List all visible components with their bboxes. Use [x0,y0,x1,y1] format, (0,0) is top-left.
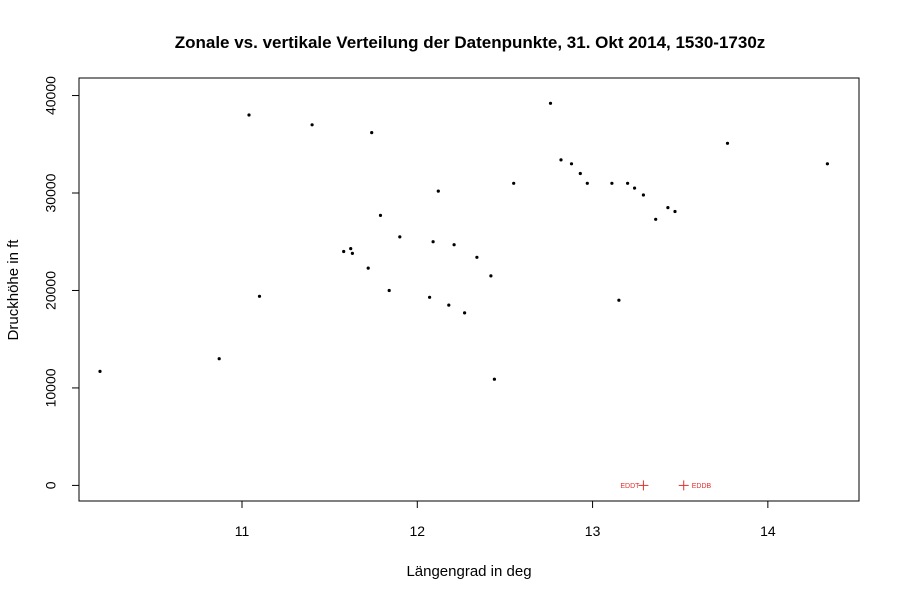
data-point [585,181,589,185]
data-point [559,158,563,162]
y-tick-label: 10000 [43,368,59,407]
y-tick-label: 40000 [43,76,59,115]
data-point [725,141,730,145]
data-point [641,193,646,197]
y-axis-label: Druckhöhe in ft [5,239,22,341]
x-axis: 11 12 13 14 [235,500,776,539]
data-point [431,240,435,244]
x-tick-label: 14 [760,523,776,539]
y-tick-label: 30000 [43,173,59,212]
chart-title: Zonale vs. vertikale Verteilung der Date… [175,33,766,52]
x-tick-label: 11 [235,523,250,539]
data-point [492,377,496,381]
y-tick-label: 20000 [43,271,59,310]
data-point [247,113,251,117]
data-point [217,357,221,361]
data-point [310,123,314,127]
data-point [447,303,451,307]
data-point [436,189,440,193]
x-axis-label: Längengrad in deg [406,563,531,580]
data-point [610,181,614,185]
data-point [654,217,658,221]
plot-frame [78,77,860,502]
data-point [428,295,432,299]
data-point [512,181,516,185]
airport-markers: EDDT EDDB [620,480,712,491]
airport-label: EDDT [620,483,640,490]
data-point [350,251,354,255]
data-point [666,206,670,210]
data-point [569,162,574,166]
airport-label: EDDB [692,483,712,490]
data-point [257,294,262,298]
data-point [673,209,677,214]
data-point [475,255,479,259]
data-point [366,266,370,270]
data-point [633,186,637,190]
x-tick-label: 13 [585,523,601,539]
data-point [463,311,467,315]
data-point [349,247,353,251]
data-point [387,288,391,293]
x-tick-label: 12 [410,523,426,539]
data-point [626,181,630,185]
data-point [452,243,456,247]
data-point [342,249,346,254]
data-point [825,162,830,166]
data-point [578,171,582,176]
y-axis: 0 10000 20000 30000 40000 [43,76,80,489]
data-point [617,298,621,302]
data-points [98,101,830,381]
data-point [548,101,553,105]
data-point [370,131,374,135]
data-point [98,369,102,373]
data-point [489,274,493,278]
y-tick-label: 0 [43,481,59,489]
data-point [378,213,383,217]
data-point [398,235,402,239]
